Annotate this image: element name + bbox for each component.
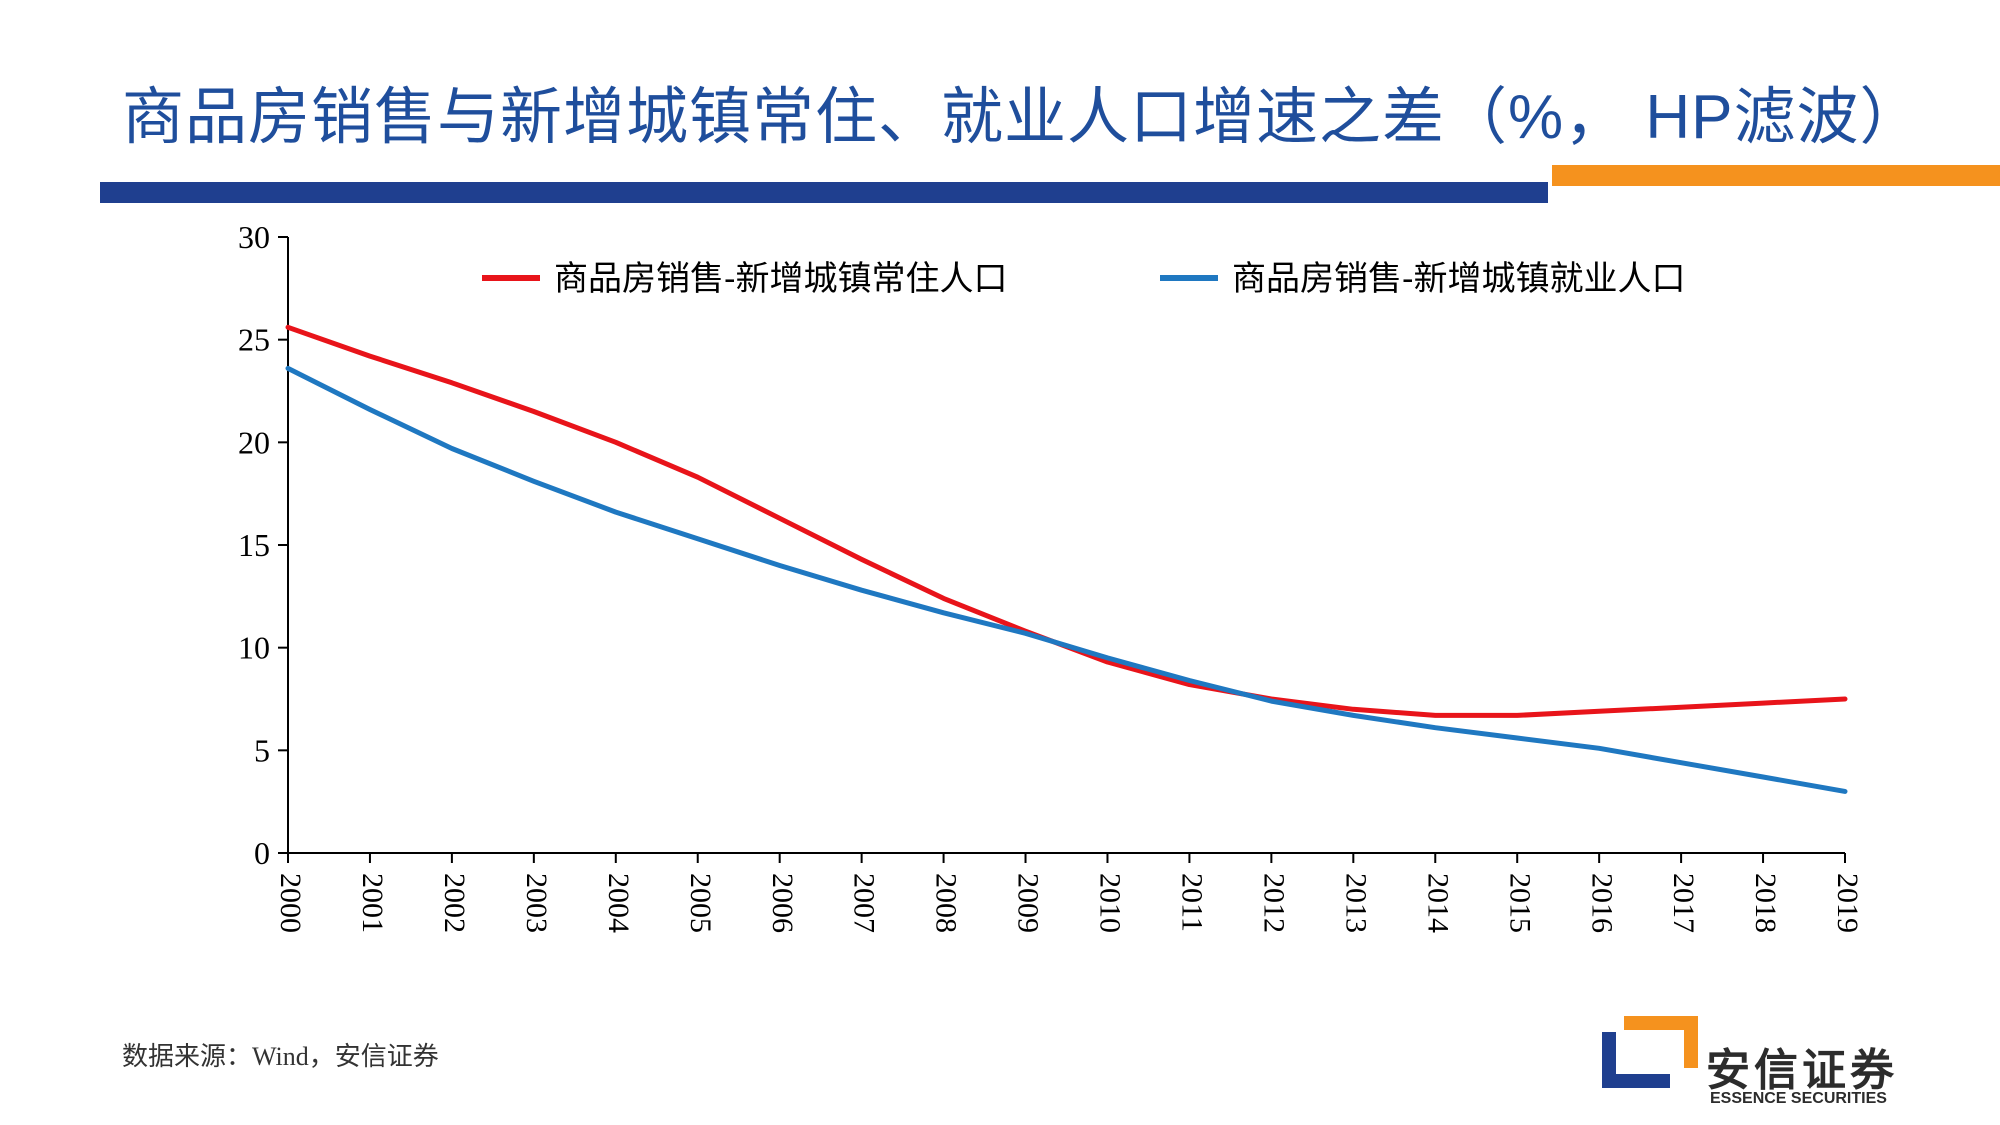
x-tick-label: 2009 [1012,873,1045,933]
y-tick-label: 0 [254,835,270,871]
series-line-1 [285,324,1848,718]
x-tick-label: 2015 [1503,873,1536,933]
x-tick-label: 2012 [1257,873,1290,933]
line-chart: 0 5 10 15 20 25 30 2000 2001 2002 2003 2004 2005 2006… [238,219,1864,933]
x-tick-label: 2005 [684,873,717,933]
legend-label-2: 商品房销售-新增城镇就业人口 [1232,259,1686,299]
x-tick-label: 2004 [602,873,635,933]
y-tick-label: 15 [238,527,270,563]
title-underline-orange [1552,165,2000,186]
x-tick-label: 2000 [274,873,307,933]
y-tick-label: 20 [238,424,270,460]
company-logo: 安信证券 ESSENCE SECURITIES [1598,1012,1938,1112]
x-tick-label: 2017 [1667,873,1700,933]
title-underline-blue [100,182,1548,203]
x-tick-label: 2002 [438,873,471,933]
y-tick-label: 5 [254,732,270,768]
x-tick-label: 2013 [1339,873,1372,933]
logo-text-en: ESSENCE SECURITIES [1710,1090,1887,1107]
series-line-2 [285,365,1848,794]
x-tick-label: 2008 [930,873,963,933]
x-tick-label: 2011 [1176,873,1209,932]
x-tick-label: 2010 [1094,873,1127,933]
x-tick-label: 2003 [520,873,553,933]
legend-label-1: 商品房销售-新增城镇常住人口 [554,259,1008,299]
x-tick-label: 2016 [1585,873,1618,933]
x-tick-label: 2014 [1421,873,1454,933]
logo-text-cn: 安信证券 [1706,1045,1898,1096]
x-tick-label: 2007 [848,873,881,933]
x-tick-label: 2019 [1831,873,1864,933]
x-tick-label: 2006 [766,873,799,933]
page-title: 商品房销售与新增城镇常住、就业人口增速之差（%， HP滤波） [122,83,1923,152]
y-tick-label: 10 [238,630,270,666]
y-tick-label: 25 [238,322,270,358]
y-tick-label: 30 [238,219,270,255]
logo-mark-icon [1602,1016,1698,1088]
x-tick-label: 2001 [356,873,389,933]
source-note: 数据来源：Wind，安信证券 [122,1042,439,1071]
x-tick-label: 2018 [1749,873,1782,933]
